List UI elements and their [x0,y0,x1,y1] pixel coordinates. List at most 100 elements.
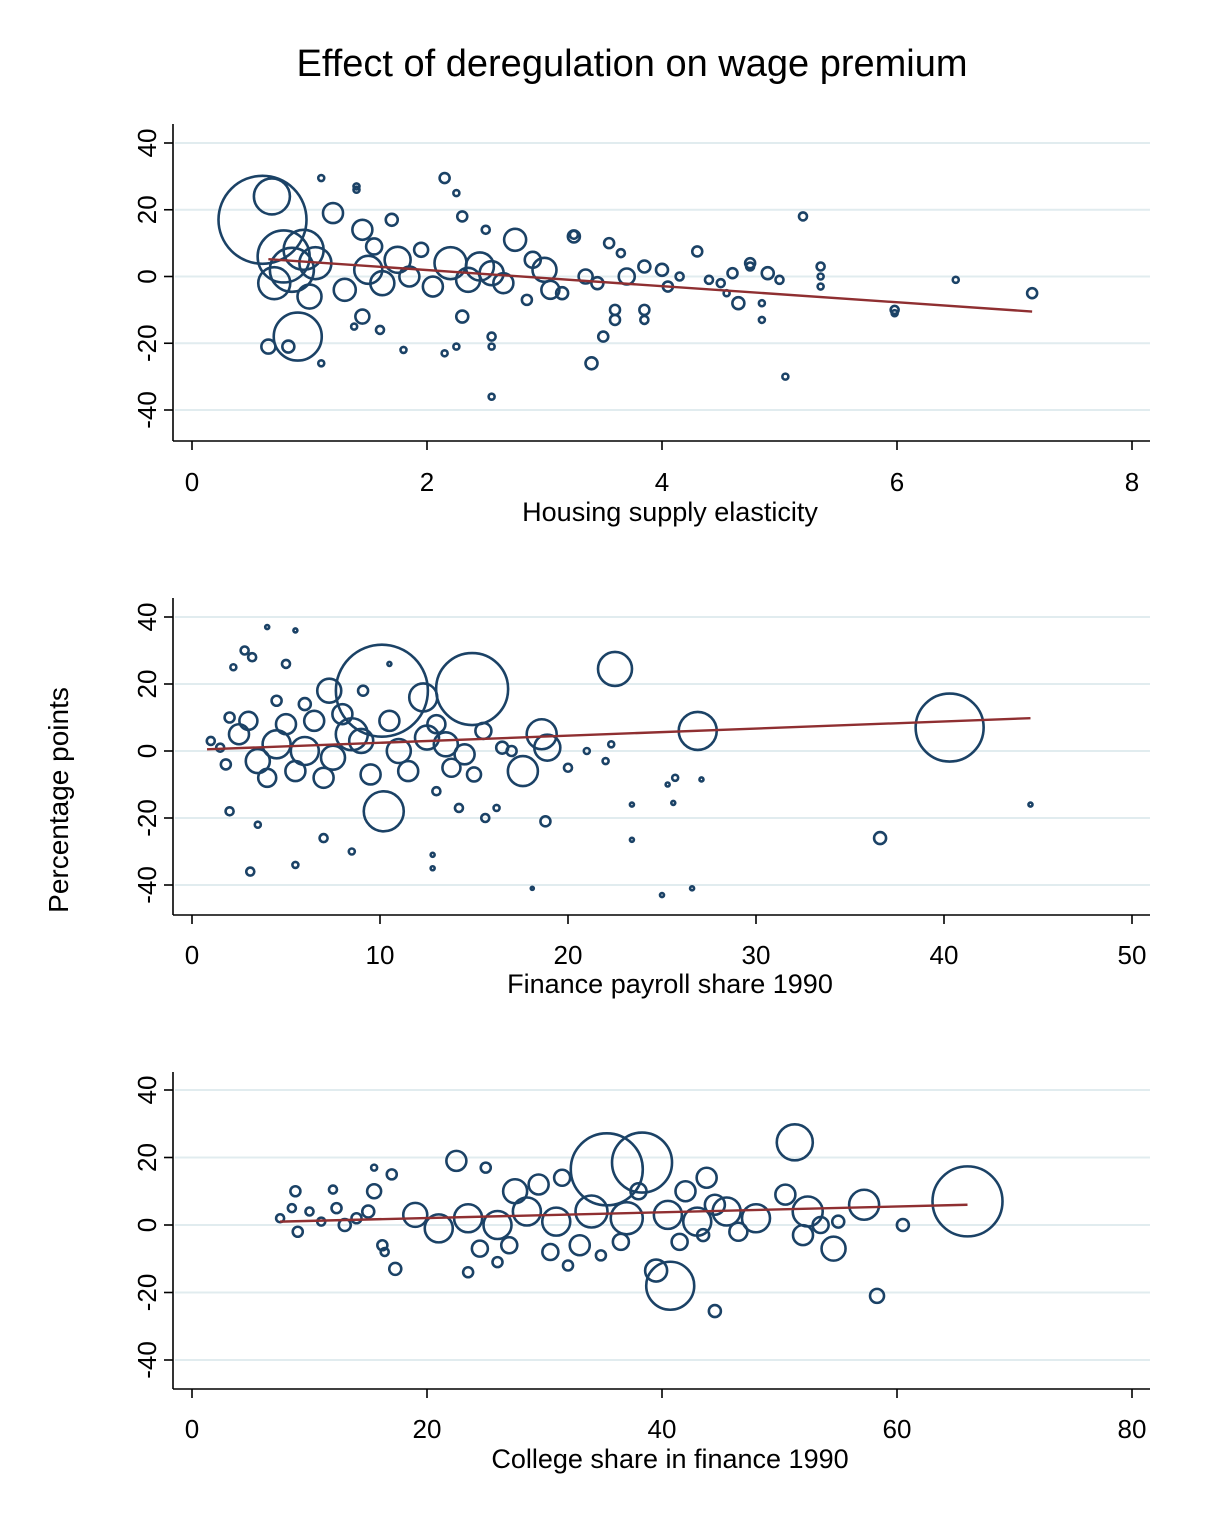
data-point [332,277,358,303]
data-point [868,1287,886,1305]
data-point [611,1232,631,1252]
x-tick-label: 30 [742,940,771,970]
data-point [791,1223,815,1247]
y-tick-label: -40 [132,866,162,904]
data-point [455,210,469,223]
data-point [728,1221,749,1243]
y-tick-label: 40 [132,603,162,632]
x-tick-label: 2 [420,467,434,497]
data-point [349,322,359,331]
data-point [889,304,900,316]
data-point [658,891,666,899]
data-point [703,274,715,286]
data-point [596,650,634,688]
data-point [511,1196,543,1227]
data-point [815,261,826,272]
data-point [327,1184,339,1195]
data-point [291,860,300,870]
y-tick-label: 20 [132,670,162,699]
data-point [487,392,496,401]
data-point [383,245,412,275]
chart-panels: -40 -20 0 20 40 0 2 4 6 8 Housing supply elasticit… [132,124,1150,1474]
data-point [429,864,436,872]
data-point [502,227,528,253]
data-point [479,1161,493,1174]
data-point [594,1249,608,1262]
data-point [674,271,685,282]
data-point [643,1258,669,1283]
data-point [316,173,326,183]
data-point [487,342,496,351]
data-point [246,651,258,663]
data-point [872,830,888,846]
x-tick-label: 8 [1125,467,1139,497]
data-point [602,236,616,250]
x-tick-label: 50 [1118,940,1147,970]
data-point [610,1131,674,1194]
data-point [387,1261,403,1277]
data-point [401,1201,429,1229]
y-tick-label: -20 [132,1274,162,1312]
data-point [330,1201,343,1215]
data-point [461,1265,475,1279]
data-point [453,802,465,814]
data-point [253,820,263,830]
data-point [951,275,961,285]
x-tick-label: 20 [554,940,583,970]
data-point [360,1204,376,1219]
data-point [480,224,492,236]
data-point [263,623,271,631]
data-point [256,767,278,789]
data-point [292,627,299,634]
data-point [217,174,308,266]
data-point [847,1188,881,1222]
panel-2: -40 -20 0 20 40 0 10 20 30 40 50 Finance payroll sh… [132,598,1150,999]
data-point [274,1212,286,1224]
x-tick-label: 80 [1118,1414,1147,1444]
x-tick-label: 0 [185,467,199,497]
data-point [423,1213,455,1244]
data-point [554,285,570,301]
data-point [268,246,316,294]
data-point [731,295,746,311]
data-point [895,1217,911,1233]
data-point [629,1181,648,1201]
data-point [529,885,536,892]
data-point [369,1163,379,1172]
data-point [289,1184,302,1198]
data-point [470,1239,490,1258]
data-point [540,279,561,301]
data-point [609,1200,645,1236]
data-point [584,355,599,371]
data-point [533,733,562,762]
data-point [931,1165,1004,1238]
data-point [520,293,534,307]
data-point [1027,801,1034,808]
data-point [816,282,825,291]
data-point [561,1259,575,1272]
data-point [797,211,809,222]
x-tick-label: 4 [655,467,669,497]
data-point [312,766,335,790]
data-point [726,266,739,280]
data-point [286,1202,298,1214]
data-point [347,847,357,856]
data-point [628,801,636,808]
data-point [596,330,610,343]
x-tick-label: 40 [648,1414,677,1444]
data-point [434,651,510,727]
data-point [331,702,354,726]
data-point [239,645,250,656]
data-point [615,247,627,259]
x-tick-label: 0 [185,1414,199,1444]
data-point [438,171,451,185]
data-point [431,785,442,797]
data-point [606,739,616,749]
y-tick-label: 20 [132,195,162,224]
data-point [775,1123,815,1162]
data-point [352,185,361,195]
data-point [321,201,345,225]
data-point [703,1193,727,1217]
